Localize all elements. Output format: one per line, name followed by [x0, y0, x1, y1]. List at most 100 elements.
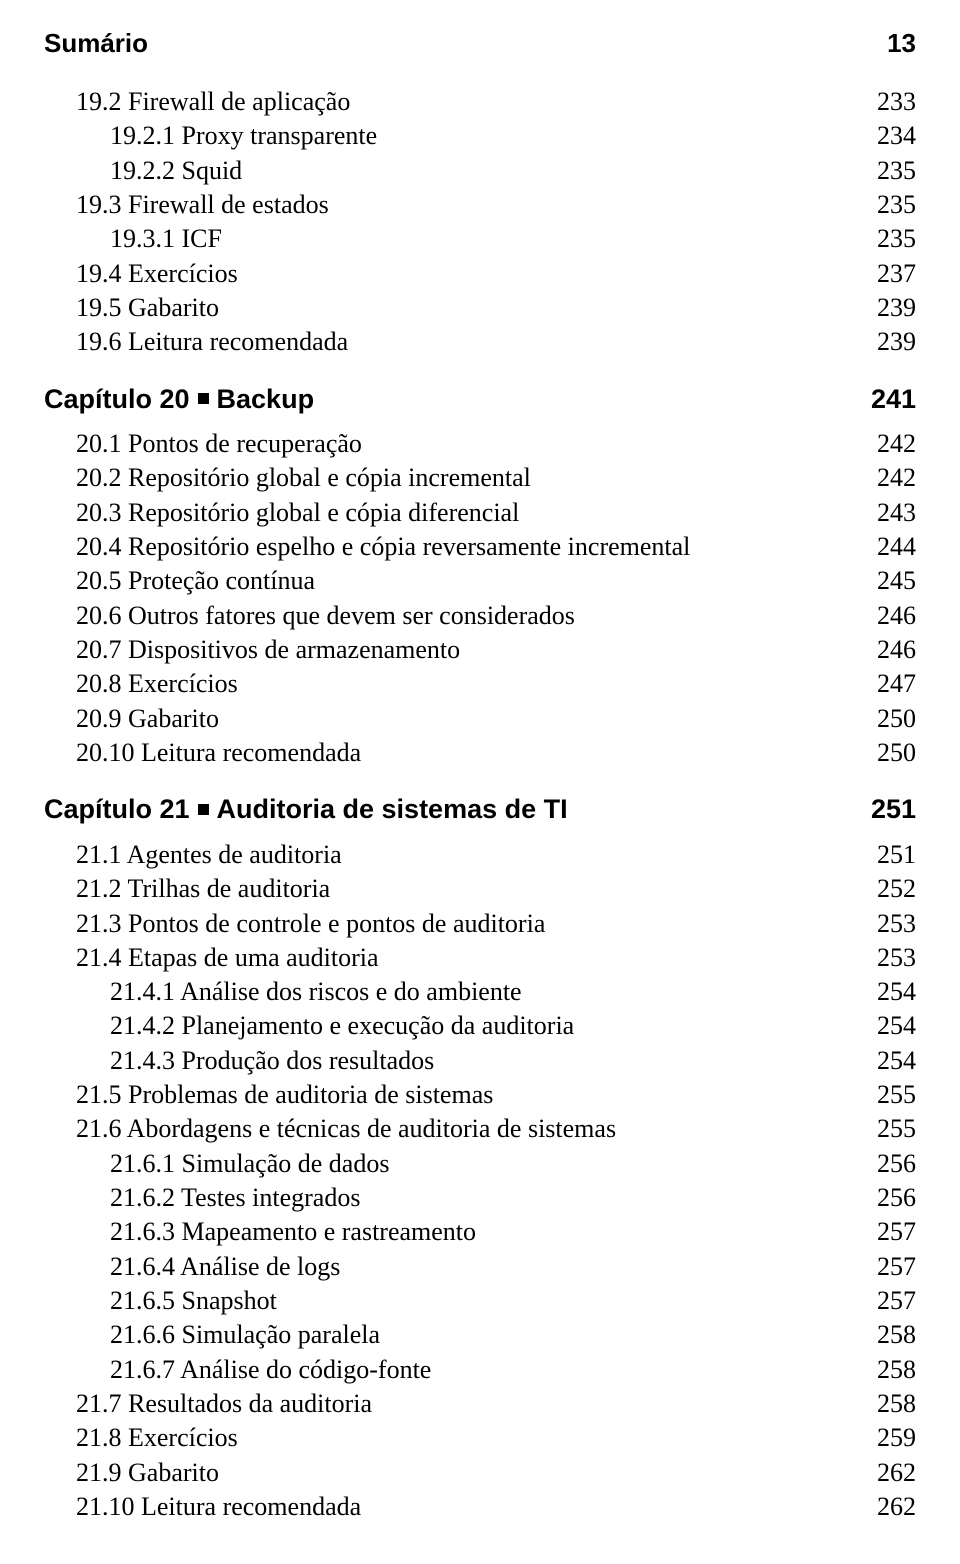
- toc-entry-line: 19.3.1 ICF 235: [44, 222, 916, 256]
- toc-entry-label: 20.10 Leitura recomendada: [76, 736, 361, 770]
- toc-entry-page: 256: [877, 1181, 916, 1215]
- toc-entry-page: 258: [877, 1318, 916, 1352]
- toc-entry-label: 21.1 Agentes de auditoria: [76, 838, 342, 872]
- header-title: Sumário: [44, 28, 148, 59]
- toc-entry-label: 19.2.2 Squid: [110, 154, 242, 188]
- toc-entry-page: 234: [877, 119, 916, 153]
- toc-entry-page: 258: [877, 1353, 916, 1387]
- toc-entry-page: 246: [877, 599, 916, 633]
- toc-entry-page: 254: [877, 975, 916, 1009]
- toc-entry-page: 237: [877, 257, 916, 291]
- toc-entry-line: 20.8 Exercícios 247: [44, 667, 916, 701]
- toc-entry-page: 257: [877, 1284, 916, 1318]
- toc-entry-label: 19.6 Leitura recomendada: [76, 325, 348, 359]
- toc-entry-page: 255: [877, 1078, 916, 1112]
- toc-entry-page: 239: [877, 325, 916, 359]
- toc-entry-label: 21.8 Exercícios: [76, 1421, 238, 1455]
- header-page-number: 13: [887, 28, 916, 59]
- chapter-title: Auditoria de sistemas de TI: [217, 794, 568, 824]
- toc-entry-line: 19.5 Gabarito239: [44, 291, 916, 325]
- toc-entry-page: 239: [877, 291, 916, 325]
- toc-entry-page: 262: [877, 1456, 916, 1490]
- toc-entry-line: 19.3 Firewall de estados235: [44, 188, 916, 222]
- toc-entry-label: 21.6.2 Testes integrados: [110, 1181, 360, 1215]
- toc-entry-page: 235: [877, 154, 916, 188]
- toc-entry-line: 21.4 Etapas de uma auditoria253: [44, 941, 916, 975]
- toc-entry-label: 19.2 Firewall de aplicação: [76, 85, 350, 119]
- toc-entry-page: 244: [877, 530, 916, 564]
- toc-entry-label: 21.6.1 Simulação de dados: [110, 1147, 389, 1181]
- toc-entry-label: 20.8 Exercícios: [76, 667, 238, 701]
- toc-entry-line: 21.2 Trilhas de auditoria252: [44, 872, 916, 906]
- toc-entry-page: 235: [877, 222, 916, 256]
- toc-entry-page: 257: [877, 1215, 916, 1249]
- toc-entry-line: 20.2 Repositório global e cópia incremen…: [44, 461, 916, 495]
- toc-entry-line: 21.5 Problemas de auditoria de sistemas2…: [44, 1078, 916, 1112]
- toc-entry-label: 21.6.3 Mapeamento e rastreamento: [110, 1215, 476, 1249]
- toc-entry-line: 21.6.3 Mapeamento e rastreamento 257: [44, 1215, 916, 1249]
- toc-entry-label: 21.3 Pontos de controle e pontos de audi…: [76, 907, 545, 941]
- toc-entry-page: 250: [877, 702, 916, 736]
- toc-entry-label: 21.7 Resultados da auditoria: [76, 1387, 372, 1421]
- toc-entry-line: 20.4 Repositório espelho e cópia reversa…: [44, 530, 916, 564]
- toc-entry-line: 21.6.7 Análise do código-fonte 258: [44, 1353, 916, 1387]
- toc-entry-line: 21.6 Abordagens e técnicas de auditoria …: [44, 1112, 916, 1146]
- toc-entry-label: 21.6.4 Análise de logs: [110, 1250, 340, 1284]
- toc-entry-line: 20.6 Outros fatores que devem ser consid…: [44, 599, 916, 633]
- toc-entry-line: 19.2.1 Proxy transparente 234: [44, 119, 916, 153]
- toc-entry-page: 246: [877, 633, 916, 667]
- toc-entry-label: 21.6.7 Análise do código-fonte: [110, 1353, 431, 1387]
- toc-entry-line: 21.4.2 Planejamento e execução da audito…: [44, 1009, 916, 1043]
- toc-entry-line: 20.10 Leitura recomendada250: [44, 736, 916, 770]
- toc-entry-page: 257: [877, 1250, 916, 1284]
- toc-entry-page: 259: [877, 1421, 916, 1455]
- toc-entry-line: 19.6 Leitura recomendada 239: [44, 325, 916, 359]
- toc-chapter-line: Capítulo 20Backup241: [44, 382, 916, 418]
- toc-entry-label: 20.3 Repositório global e cópia diferenc…: [76, 496, 519, 530]
- toc-entry-page: 241: [871, 382, 916, 418]
- toc-entry-line: 21.6.2 Testes integrados 256: [44, 1181, 916, 1215]
- toc-entry-page: 253: [877, 941, 916, 975]
- toc-entry-line: 21.6.5 Snapshot 257: [44, 1284, 916, 1318]
- toc-entry-page: 243: [877, 496, 916, 530]
- toc-entry-page: 251: [871, 792, 916, 828]
- chapter-prefix: Capítulo 21: [44, 794, 190, 824]
- toc-entry-page: 255: [877, 1112, 916, 1146]
- square-separator-icon: [198, 393, 209, 404]
- toc-entry-label: 19.2.1 Proxy transparente: [110, 119, 377, 153]
- toc-entry-page: 254: [877, 1044, 916, 1078]
- chapter-title: Backup: [217, 384, 315, 414]
- toc-chapter-line: Capítulo 21 Auditoria de sistemas de TI 25…: [44, 792, 916, 828]
- toc-entry-label: 20.5 Proteção contínua: [76, 564, 315, 598]
- toc-entry-line: 21.8 Exercícios 259: [44, 1421, 916, 1455]
- toc-entry-line: 20.3 Repositório global e cópia diferenc…: [44, 496, 916, 530]
- toc-entry-page: 262: [877, 1490, 916, 1524]
- toc-entry-label: 20.1 Pontos de recuperação: [76, 427, 362, 461]
- toc-entry-page: 242: [877, 427, 916, 461]
- toc-entry-label: 21.6.5 Snapshot: [110, 1284, 277, 1318]
- toc-entry-label: 21.2 Trilhas de auditoria: [76, 872, 330, 906]
- toc-entry-line: 21.1 Agentes de auditoria251: [44, 838, 916, 872]
- toc-entry-line: 20.9 Gabarito250: [44, 702, 916, 736]
- toc-entry-label: 21.4.1 Análise dos riscos e do ambiente: [110, 975, 522, 1009]
- toc-entry-page: 233: [877, 85, 916, 119]
- toc-entry-label: 19.3.1 ICF: [110, 222, 222, 256]
- toc-entry-line: 19.4 Exercícios237: [44, 257, 916, 291]
- toc-entry-page: 247: [877, 667, 916, 701]
- toc-entry-page: 245: [877, 564, 916, 598]
- toc-entry-line: 21.6.4 Análise de logs 257: [44, 1250, 916, 1284]
- toc-entry-label: 21.4.2 Planejamento e execução da audito…: [110, 1009, 574, 1043]
- toc-entry-line: 21.10 Leitura recomendada 262: [44, 1490, 916, 1524]
- toc-entry-line: 19.2.2 Squid 235: [44, 154, 916, 188]
- toc-entry-line: 21.6.1 Simulação de dados256: [44, 1147, 916, 1181]
- toc-entry-label: 21.6.6 Simulação paralela: [110, 1318, 380, 1352]
- toc-entry-line: 20.7 Dispositivos de armazenamento 246: [44, 633, 916, 667]
- toc-entry-label: 20.6 Outros fatores que devem ser consid…: [76, 599, 575, 633]
- table-of-contents: 19.2 Firewall de aplicação23319.2.1 Prox…: [44, 85, 916, 1524]
- toc-entry-line: 21.4.3 Produção dos resultados 254: [44, 1044, 916, 1078]
- toc-entry-label: 21.10 Leitura recomendada: [76, 1490, 361, 1524]
- toc-entry-line: 21.4.1 Análise dos riscos e do ambiente 2…: [44, 975, 916, 1009]
- toc-entry-label: 21.4.3 Produção dos resultados: [110, 1044, 434, 1078]
- toc-entry-label: 20.7 Dispositivos de armazenamento: [76, 633, 460, 667]
- toc-entry-label: 20.2 Repositório global e cópia incremen…: [76, 461, 531, 495]
